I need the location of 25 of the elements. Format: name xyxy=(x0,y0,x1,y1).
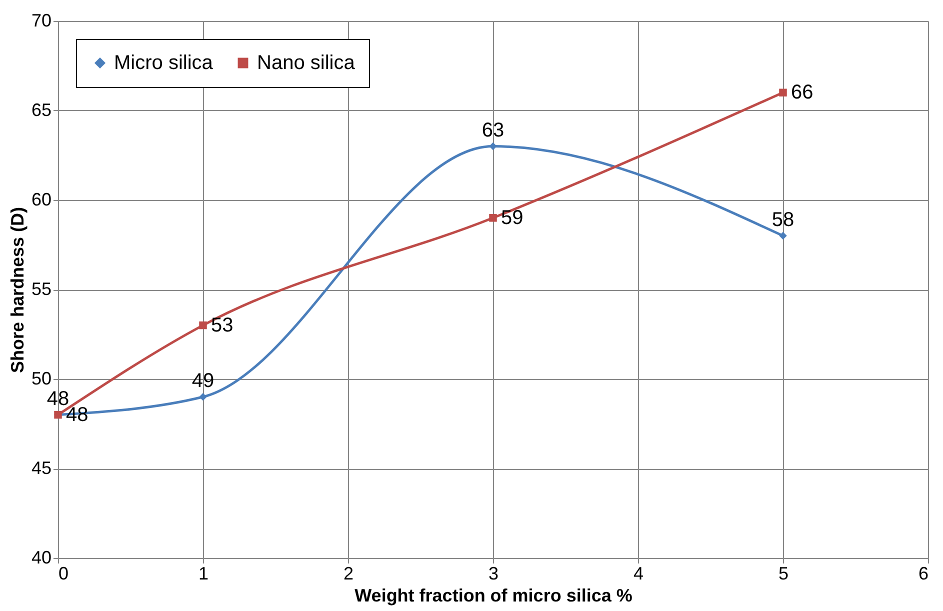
y-tick-label: 50 xyxy=(31,368,52,388)
data-label: 53 xyxy=(211,314,234,336)
y-tick-label: 70 xyxy=(31,10,52,30)
x-tick-label: 4 xyxy=(633,564,644,584)
x-axis-title: Weight fraction of micro silica % xyxy=(354,586,632,606)
legend-label: Micro silica xyxy=(114,52,214,74)
legend-label: Nano silica xyxy=(257,52,356,74)
data-label: 66 xyxy=(791,82,814,104)
x-tick-label: 2 xyxy=(343,564,354,584)
x-tick-label: 6 xyxy=(918,564,928,584)
data-label: 59 xyxy=(501,206,524,229)
x-tick-label: 3 xyxy=(488,564,499,584)
data-label: 63 xyxy=(482,119,504,142)
data-label: 48 xyxy=(46,388,70,410)
y-tick-label: 65 xyxy=(31,100,52,120)
y-tick-label: 60 xyxy=(31,190,52,210)
y-tick-label: 40 xyxy=(31,548,52,568)
x-tick-label: 1 xyxy=(198,564,209,584)
y-tick-label: 45 xyxy=(31,458,52,478)
data-label: 58 xyxy=(772,208,794,231)
y-tick-label: 55 xyxy=(31,279,52,299)
data-label: 49 xyxy=(192,370,214,392)
x-tick-label: 0 xyxy=(58,564,69,584)
x-tick-label: 5 xyxy=(778,564,789,584)
y-axis-title: Shore hardness (D) xyxy=(7,206,28,374)
